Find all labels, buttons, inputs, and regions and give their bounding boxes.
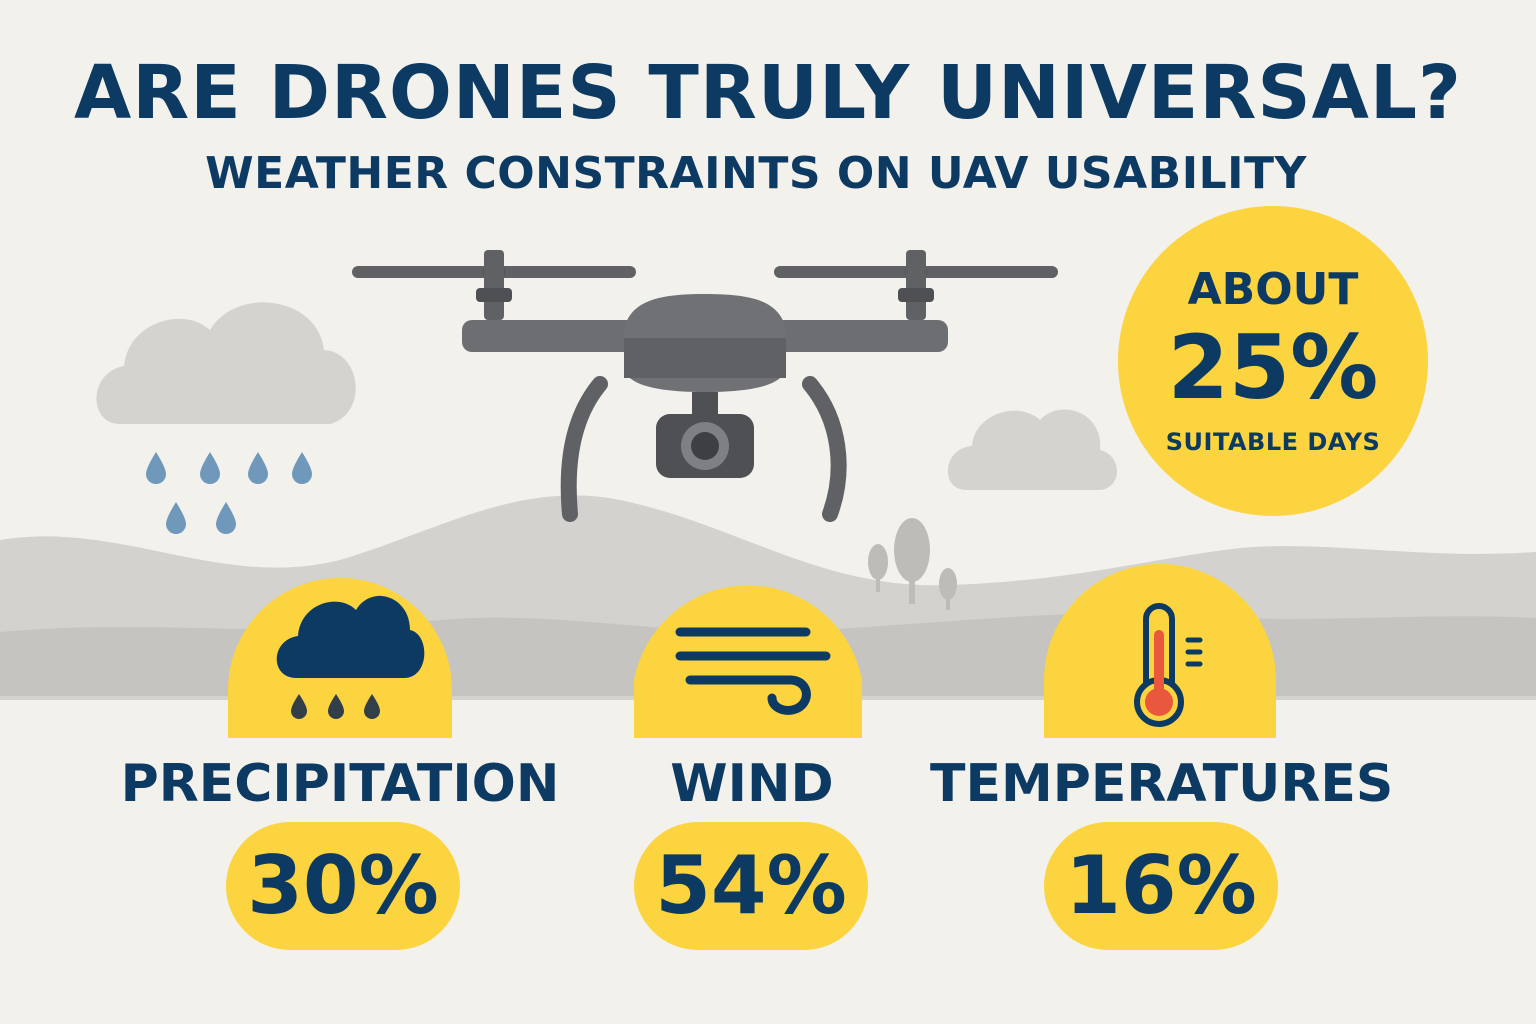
badge-value: 25% — [1167, 316, 1379, 419]
factor-value-wind: 54% — [634, 822, 868, 950]
factor-value-temperatures: 16% — [1044, 822, 1278, 950]
badge-caption: SUITABLE DAYS — [1165, 428, 1381, 456]
page-title: ARE DRONES TRULY UNIVERSAL? — [74, 50, 1462, 136]
rain-cloud-illustration — [96, 302, 356, 534]
factor-label-temperatures: TEMPERATURES — [930, 754, 1394, 814]
factor-value-precipitation: 30% — [226, 822, 460, 950]
page-subtitle: WEATHER CONSTRAINTS ON UAV USABILITY — [205, 148, 1307, 199]
cloud-illustration — [947, 409, 1118, 490]
suitable-days-badge: ABOUT 25% SUITABLE DAYS — [1118, 206, 1428, 516]
badge-prefix: ABOUT — [1187, 264, 1359, 315]
factor-label-precipitation: PRECIPITATION — [120, 754, 560, 814]
factor-label-wind: WIND — [670, 754, 834, 814]
trees — [868, 518, 957, 610]
drone-illustration — [352, 250, 1058, 522]
factor-icon-discs — [228, 564, 1276, 738]
